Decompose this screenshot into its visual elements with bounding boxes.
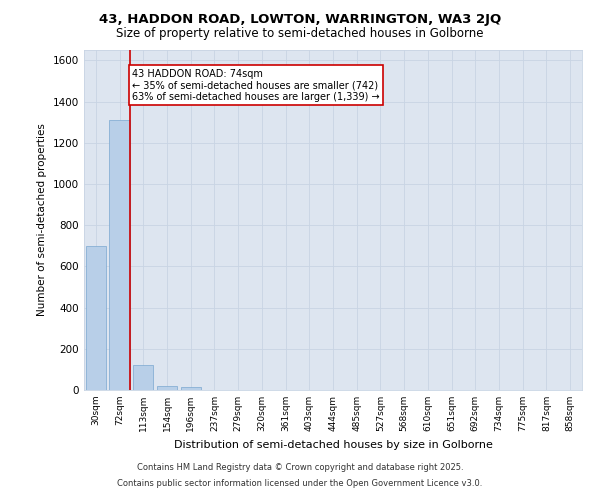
Bar — [157, 386, 177, 390]
Text: 43 HADDON ROAD: 74sqm
← 35% of semi-detached houses are smaller (742)
63% of sem: 43 HADDON ROAD: 74sqm ← 35% of semi-deta… — [132, 68, 380, 102]
Bar — [133, 366, 154, 390]
Bar — [109, 120, 130, 390]
Text: 43, HADDON ROAD, LOWTON, WARRINGTON, WA3 2JQ: 43, HADDON ROAD, LOWTON, WARRINGTON, WA3… — [99, 12, 501, 26]
Bar — [86, 246, 106, 390]
Text: Contains HM Land Registry data © Crown copyright and database right 2025.: Contains HM Land Registry data © Crown c… — [137, 464, 463, 472]
Text: Contains public sector information licensed under the Open Government Licence v3: Contains public sector information licen… — [118, 478, 482, 488]
Y-axis label: Number of semi-detached properties: Number of semi-detached properties — [37, 124, 47, 316]
Bar — [181, 387, 201, 390]
X-axis label: Distribution of semi-detached houses by size in Golborne: Distribution of semi-detached houses by … — [173, 440, 493, 450]
Text: Size of property relative to semi-detached houses in Golborne: Size of property relative to semi-detach… — [116, 28, 484, 40]
